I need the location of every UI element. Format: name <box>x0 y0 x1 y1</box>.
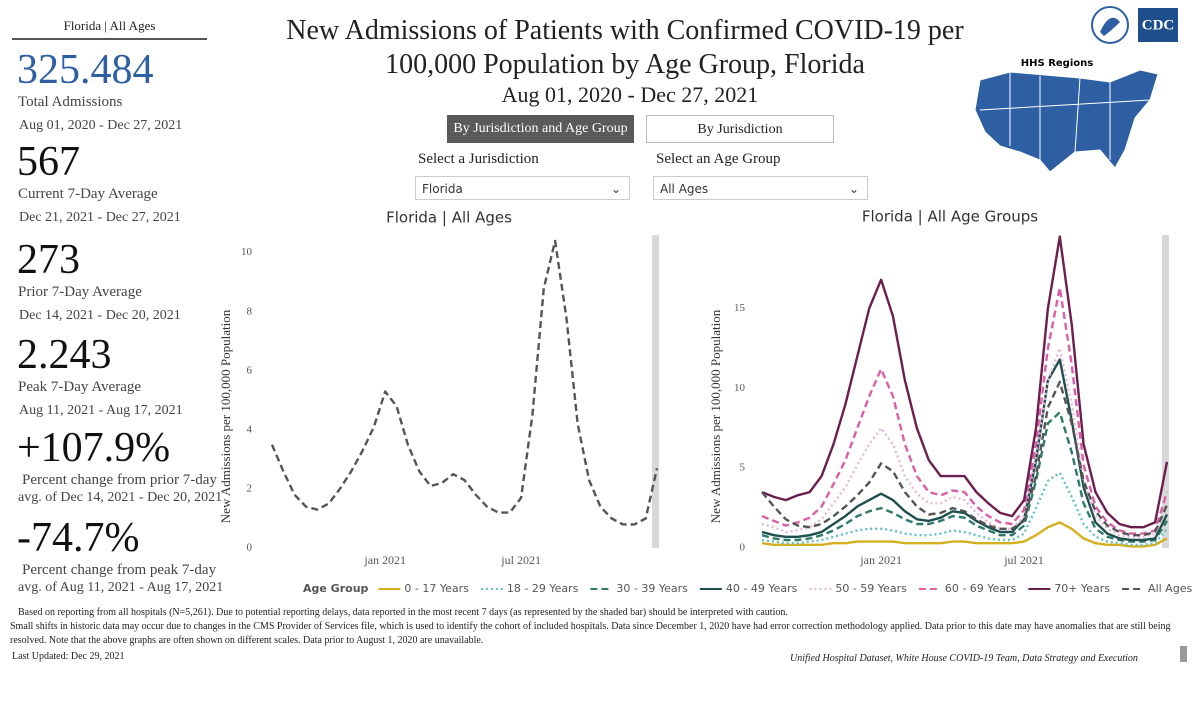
chevron: ⌄ <box>610 182 621 196</box>
dropdown-value: All Ages <box>660 182 709 196</box>
legend-label: All Ages <box>1148 582 1192 595</box>
series-line <box>761 358 1169 542</box>
y-tick-label: 2 <box>247 482 253 494</box>
series-line <box>761 235 1169 529</box>
stat-value: 325.484 <box>17 47 154 93</box>
legend-label: 18 - 29 Years <box>507 582 579 595</box>
footnote: Based on reporting from all hospitals (N… <box>18 607 788 618</box>
stat-detail: Aug 01, 2020 - Dec 27, 2021 <box>19 118 183 133</box>
stat-value: +107.9% <box>17 425 171 471</box>
y-tick-label: 8 <box>247 305 253 317</box>
filter-label: Select a Jurisdiction <box>418 151 539 167</box>
y-tick-label: 10 <box>241 246 253 258</box>
footnote: Small shifts in historic data may occur … <box>10 621 1171 646</box>
stat-value: -74.7% <box>17 515 140 561</box>
series-line <box>761 521 1168 548</box>
stat-label: Peak 7-Day Average <box>18 379 142 395</box>
stat-value: 567 <box>17 139 80 185</box>
tab[interactable]: By Jurisdiction and Age Group <box>447 115 634 143</box>
stat-value: 273 <box>17 237 80 283</box>
legend-label: 0 - 17 Years <box>404 582 469 595</box>
scrollbar[interactable] <box>1180 646 1187 662</box>
legend-title: Age Group <box>303 582 369 595</box>
series-line <box>761 347 1169 538</box>
x-tick-label: jan 2021 <box>363 553 406 567</box>
recent-shade <box>1162 235 1169 548</box>
stat-detail: Dec 21, 2021 - Dec 27, 2021 <box>19 210 181 225</box>
date-range: Aug 01, 2020 - Dec 27, 2021 <box>501 82 759 107</box>
dropdown[interactable]: Florida ⌄ <box>415 176 630 200</box>
map-borders <box>979 72 1151 160</box>
dropdown-value: Florida <box>422 182 463 196</box>
stat-detail: avg. of Dec 14, 2021 - Dec 20, 2021 <box>18 490 223 505</box>
y-tick-label: 0 <box>247 542 253 554</box>
legend-label: 70+ Years <box>1054 582 1110 595</box>
chart-title: Florida | All Age Groups <box>862 208 1038 226</box>
legend-label: 40 - 49 Years <box>726 582 798 595</box>
map-label: HHS Regions <box>1021 58 1093 69</box>
x-tick-label: jul 2021 <box>500 553 541 567</box>
y-tick-label: 5 <box>740 462 746 474</box>
y-tick-label: 0 <box>740 542 746 554</box>
stat-label: Percent change from prior 7-day <box>22 472 217 488</box>
stat-label: Total Admissions <box>18 94 123 110</box>
y-tick-label: 6 <box>247 364 253 376</box>
x-tick-label: jul 2021 <box>1003 553 1044 567</box>
stat-label: Current 7-Day Average <box>18 186 158 202</box>
stat-label: Percent change from peak 7-day <box>22 562 217 578</box>
cdc-logo-text: CDC <box>1142 17 1175 33</box>
source: Unified Hospital Dataset, White House CO… <box>790 653 1138 664</box>
y-axis-label: New Admissions per 100,000 Population <box>708 309 723 523</box>
stat-detail: Aug 11, 2021 - Aug 17, 2021 <box>19 403 183 418</box>
last-updated: Last Updated: Dec 29, 2021 <box>12 651 125 662</box>
chevron: ⌄ <box>848 182 859 196</box>
x-tick-label: jan 2021 <box>859 553 902 567</box>
series-line <box>761 380 1169 537</box>
recent-shade <box>652 235 659 548</box>
tab[interactable]: By Jurisdiction <box>646 115 834 143</box>
stat-value: 2.243 <box>17 332 112 378</box>
hhs-logo <box>1091 6 1129 44</box>
stat-detail: avg. of Aug 11, 2021 - Aug 17, 2021 <box>18 580 224 595</box>
title: New Admissions of Patients with Confirme… <box>286 15 964 80</box>
legend-label: 60 - 69 Years <box>945 582 1017 595</box>
y-tick-label: 4 <box>247 423 253 435</box>
chart-title: Florida | All Ages <box>386 209 512 227</box>
series-line <box>270 239 659 526</box>
panel-header: Florida | All Ages <box>12 18 207 40</box>
hhs-map <box>974 69 1159 173</box>
stat-label: Prior 7-Day Average <box>18 284 142 300</box>
legend-label: 30 - 39 Years <box>616 582 688 595</box>
y-tick-label: 15 <box>734 302 746 314</box>
y-axis-label: New Admissions per 100,000 Population <box>218 309 233 523</box>
left-panel: Florida | All Ages <box>12 18 207 40</box>
y-tick-label: 10 <box>734 382 746 394</box>
series-line <box>761 471 1168 546</box>
series-line <box>761 286 1169 535</box>
series-line <box>761 411 1169 543</box>
stat-detail: Dec 14, 2021 - Dec 20, 2021 <box>19 308 181 323</box>
cdc-logo <box>1138 8 1178 42</box>
legend-label: 50 - 59 Years <box>835 582 907 595</box>
dropdown[interactable]: All Ages ⌄ <box>653 176 868 200</box>
filter-label: Select an Age Group <box>656 151 781 167</box>
